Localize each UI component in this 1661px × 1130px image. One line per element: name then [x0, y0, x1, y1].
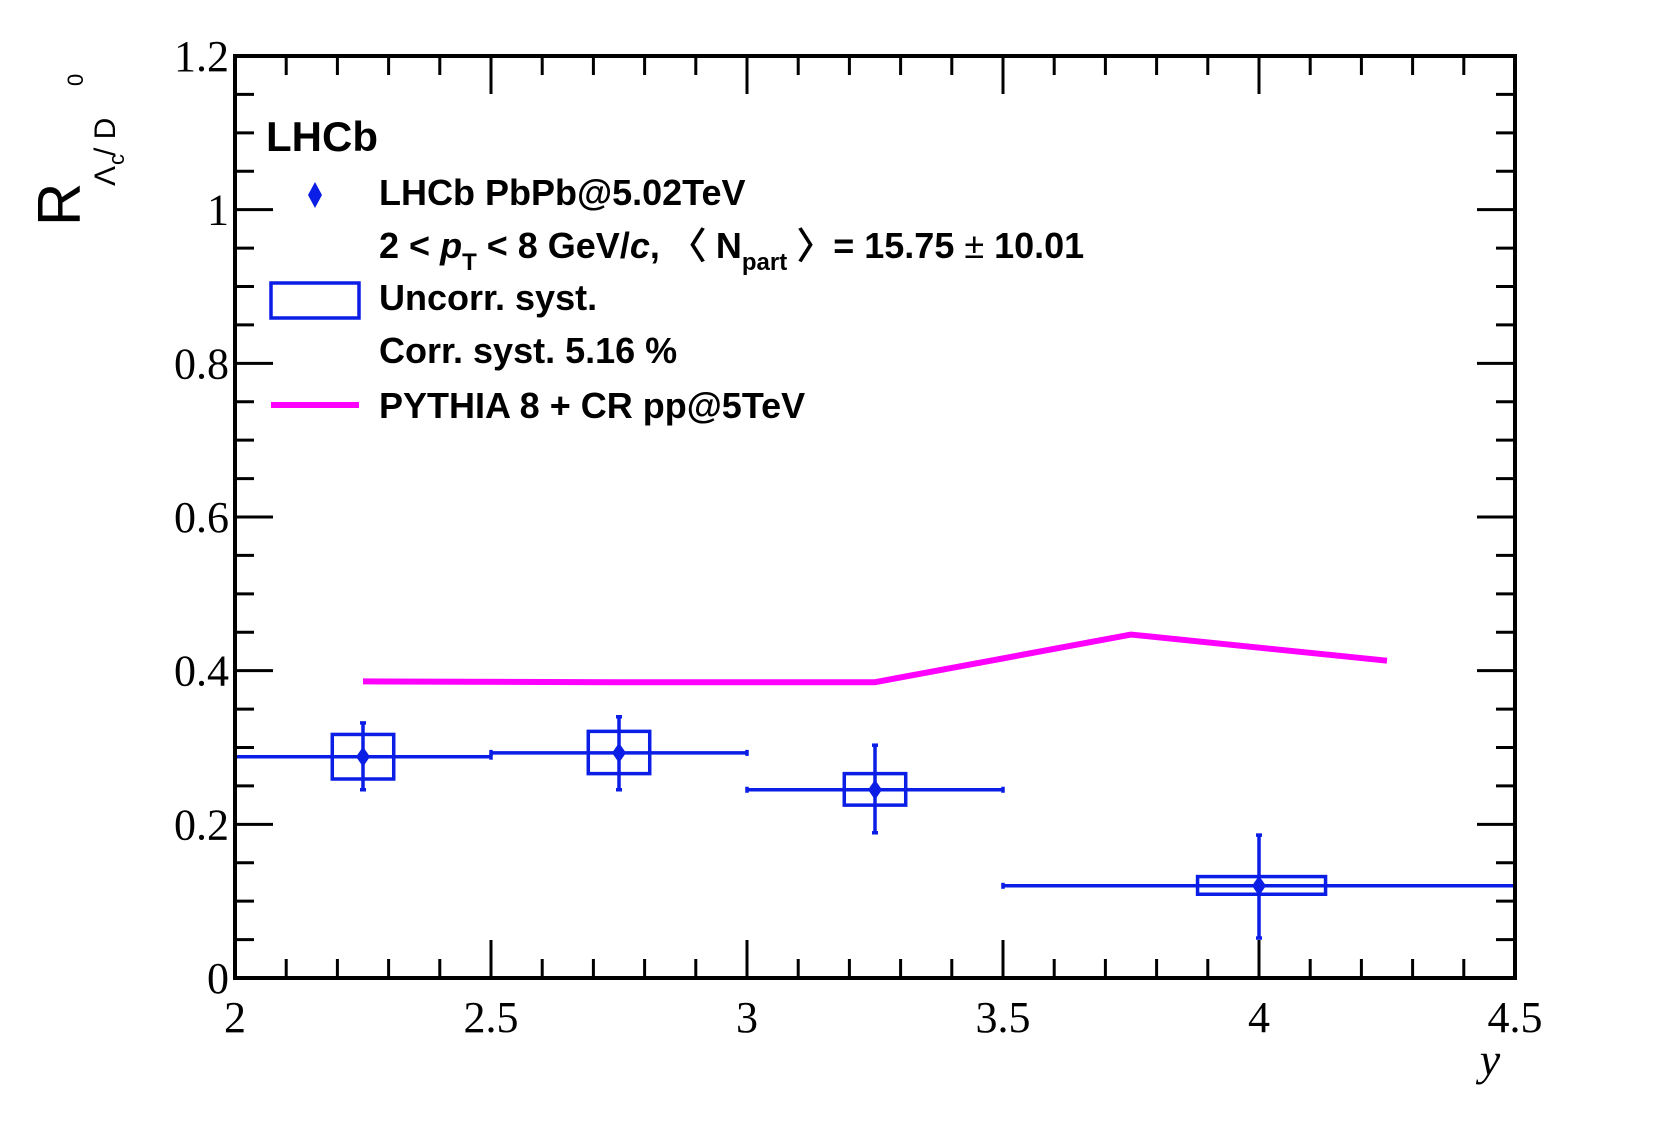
data-point [868, 779, 882, 800]
x-tick-label: 3.5 [976, 993, 1031, 1042]
kin-part-7: 〉= 15.75 [787, 225, 964, 266]
syst-box [586, 729, 652, 776]
legend-marker-diamond [308, 182, 322, 208]
tick-labels: 2 2.5 3 3.5 4 4.5 0 0.2 0.4 0.6 0.8 1 1.2 [174, 32, 1543, 1042]
legend-label-corr: Corr. syst. 5.16 % [379, 330, 677, 371]
x-tick-label: 4.5 [1488, 993, 1543, 1042]
y-tick-label: 0.2 [174, 800, 229, 849]
x-tick-label: 2 [224, 993, 246, 1042]
kin-part-8: ± [964, 225, 984, 266]
kin-part-1: p [439, 225, 462, 266]
y-tick-label: 1 [207, 186, 229, 235]
kin-part-6: part [742, 249, 787, 276]
syst-box [330, 732, 396, 781]
plot-frame [233, 54, 1517, 980]
kin-part-2: T [462, 249, 477, 276]
kin-part-0: 2 < [379, 225, 440, 266]
y-axis-title: R Λ c / D 0 [26, 74, 129, 226]
syst-box [842, 771, 908, 807]
data-series [233, 715, 1517, 940]
model-series [362, 631, 1388, 686]
y-axis-title-sub-c: c [104, 154, 129, 165]
legend-kinematics: 2 < pT < 8 GeV/c, 〈 Npart 〉= 15.75 ± 10.… [379, 225, 1084, 276]
legend-label-uncorr: Uncorr. syst. [379, 277, 597, 318]
legend: LHCb PbPb@5.02TeV 2 < pT < 8 GeV/c, 〈 Np… [269, 172, 1084, 426]
kin-part-5: , 〈 N [650, 225, 742, 266]
legend-label-model: PYTHIA 8 + CR pp@5TeV [379, 385, 805, 426]
kin-part-4: c [630, 225, 650, 266]
y-axis-title-sub-rest: / D [89, 118, 122, 156]
data-point [1252, 875, 1266, 896]
y-axis-title-sup: 0 [63, 74, 88, 86]
x-tick-label: 3 [736, 993, 758, 1042]
legend-syst-box [269, 281, 361, 320]
model-line [362, 631, 1388, 686]
experiment-label: LHCb [266, 113, 378, 160]
y-tick-label: 0.8 [174, 339, 229, 388]
y-axis-title-main: R [26, 183, 93, 226]
kin-part-3: < 8 GeV/ [477, 225, 630, 266]
x-tick-label: 4 [1248, 993, 1270, 1042]
x-axis-title: y [1476, 1034, 1501, 1085]
data-point [356, 746, 370, 767]
x-tick-label: 2.5 [464, 993, 519, 1042]
y-axis-title-sub-lambda: Λ [89, 166, 122, 186]
data-point [612, 742, 626, 763]
y-tick-label: 0.6 [174, 493, 229, 542]
axis-ticks [233, 54, 1517, 980]
y-tick-label: 0 [207, 954, 229, 1003]
syst-box [1195, 874, 1328, 897]
legend-label-data: LHCb PbPb@5.02TeV [379, 172, 746, 213]
y-tick-label: 1.2 [174, 32, 229, 81]
y-tick-label: 0.4 [174, 647, 229, 696]
kin-part-9: 10.01 [984, 225, 1084, 266]
